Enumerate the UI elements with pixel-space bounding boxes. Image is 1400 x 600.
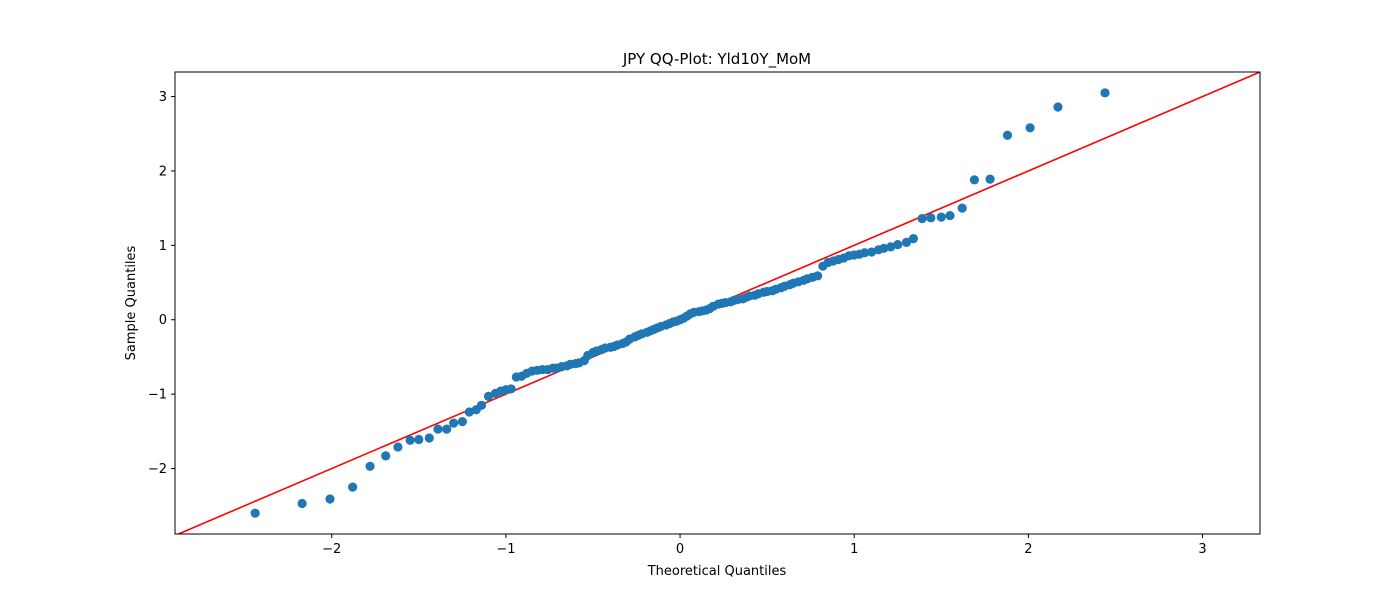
data-point-102 (860, 248, 870, 258)
data-point-3 (348, 482, 358, 492)
data-point-16 (476, 400, 487, 410)
data-point-111 (926, 213, 936, 223)
data-point-14 (464, 407, 474, 417)
data-point-107 (893, 239, 903, 250)
data-point-114 (957, 203, 967, 213)
data-point-118 (1025, 123, 1035, 133)
data-point-116 (985, 174, 995, 184)
x-tick-label: 2 (1024, 542, 1032, 557)
y-tick-label: 2 (159, 164, 167, 179)
data-point-17 (483, 391, 494, 401)
data-point-103 (867, 247, 877, 257)
data-point-11 (442, 424, 452, 434)
chart-title: JPY QQ-Plot: Yld10Y_MoM (622, 50, 811, 69)
data-point-110 (917, 213, 927, 224)
data-point-10 (433, 424, 443, 434)
data-point-109 (908, 234, 919, 244)
x-tick-label: 3 (1198, 542, 1206, 557)
plot-marks (176, 72, 1260, 534)
data-point-117 (1002, 130, 1013, 140)
y-axis-ticks: −2 −1 0 1 2 3 (148, 90, 175, 477)
x-axis-ticks: −2 −1 0 1 2 3 (322, 534, 1207, 557)
data-point-119 (1053, 102, 1063, 112)
data-point-8 (414, 434, 424, 445)
y-axis-label: Sample Quantiles (124, 245, 139, 360)
x-axis-label: Theoretical Quantiles (647, 564, 787, 579)
data-point-2 (325, 494, 335, 504)
data-point-108 (901, 237, 912, 247)
y-tick-label: −1 (148, 388, 167, 403)
data-point-93 (813, 271, 823, 281)
x-tick-label: 1 (850, 542, 858, 557)
data-point-112 (936, 212, 946, 222)
x-tick-label: 0 (676, 542, 684, 557)
plot-frame (174, 71, 1261, 535)
data-point-13 (457, 417, 467, 427)
data-point-21 (506, 384, 516, 394)
data-point-9 (424, 433, 434, 443)
y-tick-label: 1 (159, 239, 167, 254)
data-point-0 (250, 508, 260, 518)
data-point-113 (945, 210, 955, 221)
x-tick-label: −2 (322, 542, 341, 557)
y-tick-label: −2 (148, 462, 167, 477)
y-tick-label: 0 (159, 313, 167, 328)
data-point-105 (879, 243, 889, 253)
data-point-115 (969, 175, 979, 185)
x-tick-label: −1 (496, 542, 515, 557)
data-point-106 (886, 242, 896, 252)
data-point-4 (365, 461, 375, 471)
data-point-1 (297, 498, 307, 509)
y-tick-label: 3 (159, 90, 167, 105)
data-point-7 (405, 435, 415, 445)
data-point-6 (393, 442, 403, 452)
data-point-12 (449, 418, 459, 428)
data-point-5 (381, 451, 391, 461)
data-point-120 (1100, 88, 1110, 98)
